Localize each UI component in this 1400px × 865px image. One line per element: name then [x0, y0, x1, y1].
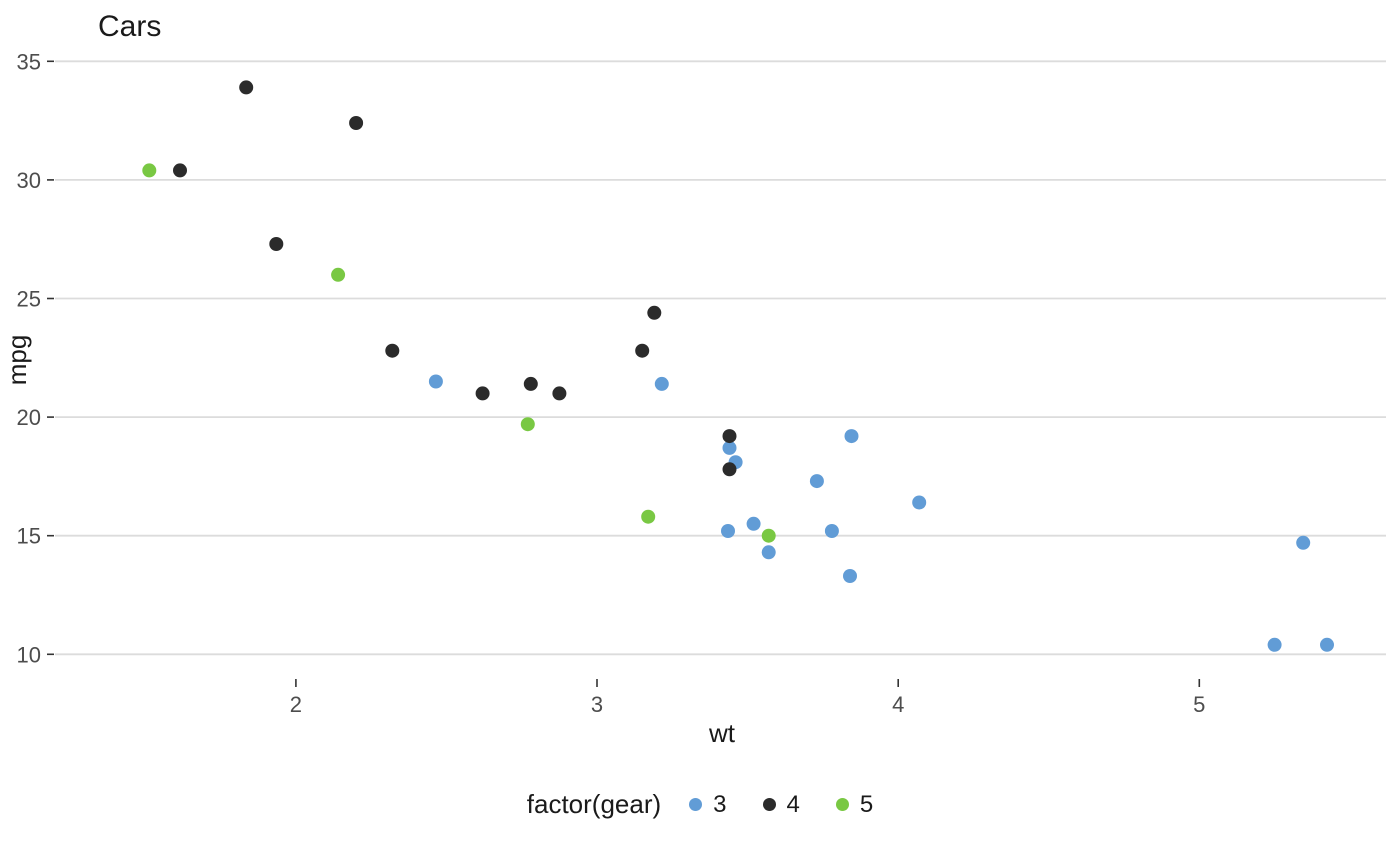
- legend-item-label: 5: [859, 790, 874, 818]
- y-axis-title: mpg: [2, 335, 32, 386]
- data-point: [269, 237, 284, 251]
- y-tick-label: 15: [17, 524, 41, 549]
- series-gear-3: [428, 374, 1334, 652]
- data-point: [552, 386, 567, 401]
- data-point: [142, 163, 157, 178]
- y-tick-label: 25: [17, 287, 41, 312]
- data-point: [1320, 637, 1334, 652]
- x-tick-label: 3: [591, 692, 603, 717]
- data-point: [349, 116, 364, 130]
- data-point: [641, 509, 656, 524]
- data-point: [1296, 535, 1311, 550]
- plot-title: Cars: [98, 10, 161, 43]
- y-tick-label: 35: [17, 49, 41, 74]
- data-point: [722, 440, 737, 455]
- x-tick-label: 5: [1193, 692, 1205, 717]
- data-point: [520, 417, 535, 432]
- data-point: [722, 462, 737, 477]
- legend-key-dot: [762, 798, 776, 811]
- data-point: [331, 267, 346, 282]
- series-gear-5: [142, 163, 776, 543]
- gridlines: [55, 60, 1386, 656]
- data-point: [761, 528, 776, 543]
- legend-item-gear-4: 4: [762, 790, 800, 819]
- data-point: [746, 516, 761, 531]
- data-point: [173, 163, 187, 178]
- data-point: [239, 80, 254, 95]
- series-gear-4: [173, 80, 737, 477]
- data-point: [523, 376, 538, 391]
- data-point: [722, 429, 737, 444]
- data-points-layer: [142, 80, 1334, 652]
- data-point: [843, 569, 857, 583]
- y-tick-label: 30: [17, 168, 41, 193]
- legend-item-gear-5: 5: [835, 790, 874, 819]
- legend: factor(gear) 3 4 5: [0, 765, 1400, 820]
- legend-key-dot: [835, 798, 849, 811]
- axes: 10 15 20 25 30 35 2 3 4 5: [17, 49, 1206, 717]
- data-point: [912, 495, 927, 510]
- legend-item-label: 3: [713, 790, 727, 818]
- data-point: [824, 524, 839, 538]
- chart-canvas: 10 15 20 25 30 35 2 3 4 5 Cars wt mpg: [2, 10, 1386, 748]
- x-tick-label: 4: [892, 692, 904, 717]
- legend-items: 3 4 5: [689, 791, 873, 819]
- data-point: [654, 376, 669, 391]
- y-tick-label: 20: [17, 405, 41, 430]
- legend-item-label: 4: [786, 790, 800, 818]
- data-point: [721, 524, 735, 538]
- y-tick-label: 10: [17, 642, 41, 667]
- data-point: [385, 343, 400, 358]
- data-point: [1267, 637, 1282, 652]
- data-point: [475, 386, 490, 401]
- legend-item-gear-3: 3: [689, 790, 727, 819]
- data-point: [761, 545, 776, 560]
- legend-title: factor(gear): [526, 789, 662, 819]
- data-point: [844, 429, 859, 444]
- legend-key-dot: [689, 798, 703, 811]
- data-point: [809, 474, 824, 489]
- x-axis-title: wt: [708, 718, 736, 748]
- data-point: [647, 305, 662, 320]
- data-point: [635, 343, 650, 358]
- x-tick-label: 2: [290, 692, 302, 717]
- data-point: [428, 374, 443, 389]
